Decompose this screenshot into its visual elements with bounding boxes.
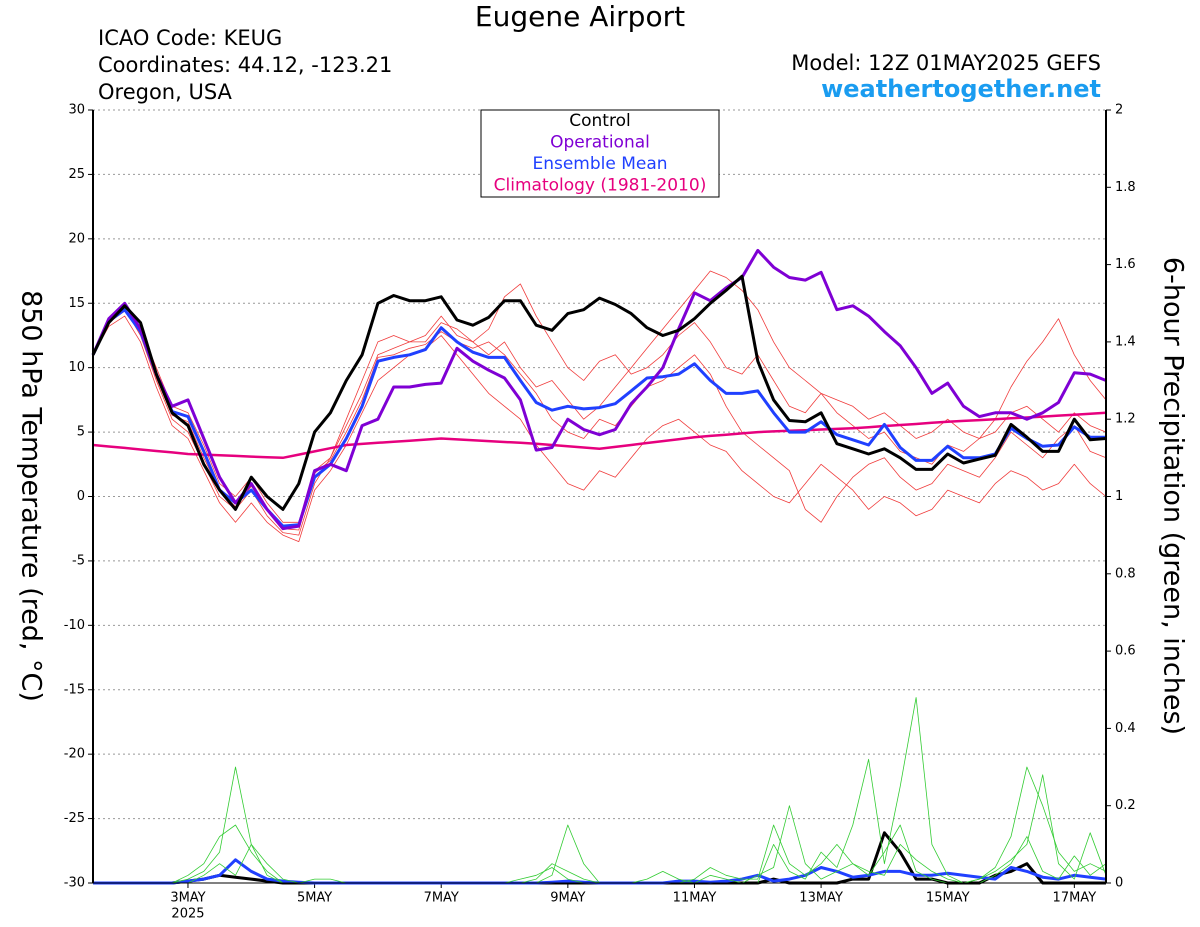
temperature-line xyxy=(91,248,1107,531)
y2-tick-label: 0 xyxy=(1115,876,1123,891)
station-info: ICAO Code: KEUG xyxy=(98,26,282,50)
y2-tick-label: 0.4 xyxy=(1115,721,1136,736)
x-year-label: 2025 xyxy=(171,907,204,922)
legend-entry: Control xyxy=(569,111,630,131)
y2-axis-title: 6-hour Precipitation (green, inches) xyxy=(1158,257,1189,735)
y2-tick-label: 0.2 xyxy=(1115,798,1136,813)
source-link: weathertogether.net xyxy=(821,75,1101,103)
precip-line xyxy=(93,697,1107,884)
temperature-line xyxy=(92,283,1107,536)
chart-title: Eugene Airport xyxy=(475,0,685,33)
temperature-line xyxy=(92,411,1107,460)
y-tick-label: 15 xyxy=(68,296,85,311)
y-tick-label: -25 xyxy=(64,811,85,826)
legend-entry: Climatology (1981-2010) xyxy=(494,176,707,196)
y2-tick-label: 1.2 xyxy=(1115,412,1136,427)
y2-tick-label: 1 xyxy=(1115,489,1123,504)
y2-tick-label: 1.8 xyxy=(1115,180,1136,195)
x-tick-label: 15MAY xyxy=(926,891,970,906)
y-tick-label: 20 xyxy=(68,231,85,246)
temperature-line xyxy=(92,270,1107,523)
y2-tick-label: 0.8 xyxy=(1115,566,1136,581)
y2-tick-label: 2 xyxy=(1115,103,1123,118)
x-tick-label: 5MAY xyxy=(297,891,332,906)
x-tick-label: 3MAY xyxy=(170,891,205,906)
y-tick-label: 10 xyxy=(68,360,85,375)
legend-entry: Operational xyxy=(550,133,650,153)
y-tick-label: -30 xyxy=(64,876,85,891)
y2-tick-label: 1.6 xyxy=(1115,257,1136,272)
legend-entry: Ensemble Mean xyxy=(532,154,667,174)
x-tick-label: 11MAY xyxy=(673,891,717,906)
station-info: Oregon, USA xyxy=(98,80,233,104)
y-tick-label: -5 xyxy=(72,553,85,568)
y-tick-label: -10 xyxy=(64,618,85,633)
y-tick-label: 30 xyxy=(68,103,85,118)
y-tick-label: -15 xyxy=(64,682,85,697)
y-tick-label: 25 xyxy=(68,167,85,182)
y2-tick-label: 1.4 xyxy=(1115,334,1136,349)
y-tick-label: 5 xyxy=(77,425,85,440)
x-tick-label: 9MAY xyxy=(550,891,585,906)
station-info: Coordinates: 44.12, -123.21 xyxy=(98,53,392,77)
temperature-line xyxy=(92,315,1107,542)
temperature-line xyxy=(91,274,1107,511)
legend-box xyxy=(480,109,720,198)
y2-tick-label: 0.6 xyxy=(1115,644,1136,659)
y-axis-title: 850 hPa Temperature (red, °C) xyxy=(16,290,47,702)
y-tick-label: 0 xyxy=(77,489,85,504)
y-tick-label: -20 xyxy=(64,747,85,762)
x-tick-label: 13MAY xyxy=(799,891,843,906)
x-tick-label: 17MAY xyxy=(1053,891,1097,906)
x-tick-label: 7MAY xyxy=(424,891,459,906)
model-info: Model: 12Z 01MAY2025 GEFS xyxy=(791,51,1101,75)
